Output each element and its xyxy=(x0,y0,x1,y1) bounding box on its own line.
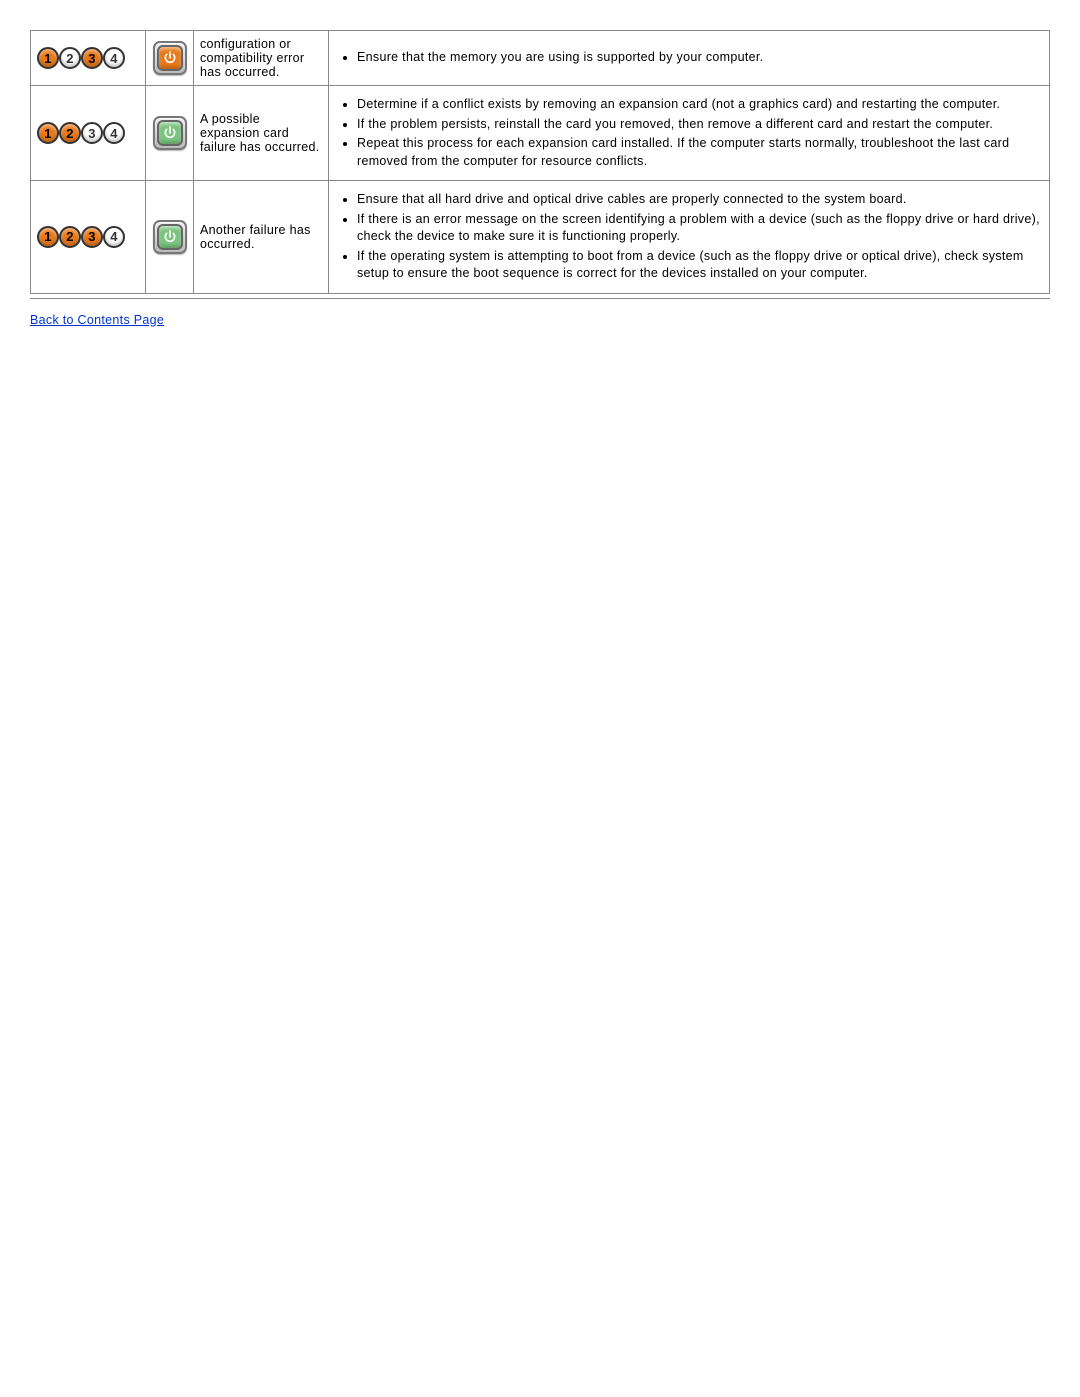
steps-list: Ensure that the memory you are using is … xyxy=(357,49,1043,67)
led-number: 1 xyxy=(44,127,52,140)
led-number: 4 xyxy=(110,127,118,140)
led-cell: 1 2 3 4 xyxy=(31,181,146,294)
description-cell: A possible expansion card failure has oc… xyxy=(194,86,329,181)
steps-cell: Ensure that the memory you are using is … xyxy=(329,31,1050,86)
steps-list: Determine if a conflict exists by removi… xyxy=(357,96,1043,170)
step-item: If there is an error message on the scre… xyxy=(357,211,1043,246)
description-cell: Another failure has occurred. xyxy=(194,181,329,294)
separator xyxy=(30,298,1050,299)
led-number: 2 xyxy=(66,127,74,140)
led-number: 3 xyxy=(88,52,96,65)
led-number: 4 xyxy=(110,230,118,243)
led-2-on-icon: 2 xyxy=(59,226,81,248)
led-2-off-icon: 2 xyxy=(59,47,81,69)
step-item: If the operating system is attempting to… xyxy=(357,248,1043,283)
steps-cell: Ensure that all hard drive and optical d… xyxy=(329,181,1050,294)
description-cell: configuration or compatibility error has… xyxy=(194,31,329,86)
power-button-green-icon xyxy=(157,224,183,250)
table-row: 1 2 3 4 Another failure has occurred. Ensure… xyxy=(31,181,1050,294)
led-3-on-icon: 3 xyxy=(81,226,103,248)
led-4-off-icon: 4 xyxy=(103,122,125,144)
led-number: 1 xyxy=(44,52,52,65)
led-3-on-icon: 3 xyxy=(81,47,103,69)
led-cell: 1 2 3 4 xyxy=(31,86,146,181)
led-number: 2 xyxy=(66,52,74,65)
table-row: 1 2 3 4 configuration or compatibility erro… xyxy=(31,31,1050,86)
power-button-frame xyxy=(153,116,187,150)
led-1-on-icon: 1 xyxy=(37,226,59,248)
led-1-on-icon: 1 xyxy=(37,122,59,144)
power-button-frame xyxy=(153,220,187,254)
step-item: Repeat this process for each expansion c… xyxy=(357,135,1043,170)
led-cell: 1 2 3 4 xyxy=(31,31,146,86)
step-item: Determine if a conflict exists by removi… xyxy=(357,96,1043,114)
led-number: 1 xyxy=(44,230,52,243)
led-4-off-icon: 4 xyxy=(103,47,125,69)
led-number: 2 xyxy=(66,230,74,243)
power-button-frame xyxy=(153,41,187,75)
led-1-on-icon: 1 xyxy=(37,47,59,69)
led-number: 3 xyxy=(88,127,96,140)
step-item: Ensure that the memory you are using is … xyxy=(357,49,1043,67)
led-4-off-icon: 4 xyxy=(103,226,125,248)
power-cell xyxy=(146,86,194,181)
step-item: Ensure that all hard drive and optical d… xyxy=(357,191,1043,209)
step-item: If the problem persists, reinstall the c… xyxy=(357,116,1043,134)
led-number: 4 xyxy=(110,52,118,65)
steps-list: Ensure that all hard drive and optical d… xyxy=(357,191,1043,283)
table-row: 1 2 3 4 A possible expansion card failure h… xyxy=(31,86,1050,181)
diagnostic-table: 1 2 3 4 configuration or compatibility erro… xyxy=(30,30,1050,294)
led-3-off-icon: 3 xyxy=(81,122,103,144)
led-number: 3 xyxy=(88,230,96,243)
power-cell xyxy=(146,181,194,294)
steps-cell: Determine if a conflict exists by removi… xyxy=(329,86,1050,181)
power-cell xyxy=(146,31,194,86)
back-to-contents-link[interactable]: Back to Contents Page xyxy=(30,313,164,327)
led-2-on-icon: 2 xyxy=(59,122,81,144)
power-button-orange-icon xyxy=(157,45,183,71)
power-button-green-icon xyxy=(157,120,183,146)
